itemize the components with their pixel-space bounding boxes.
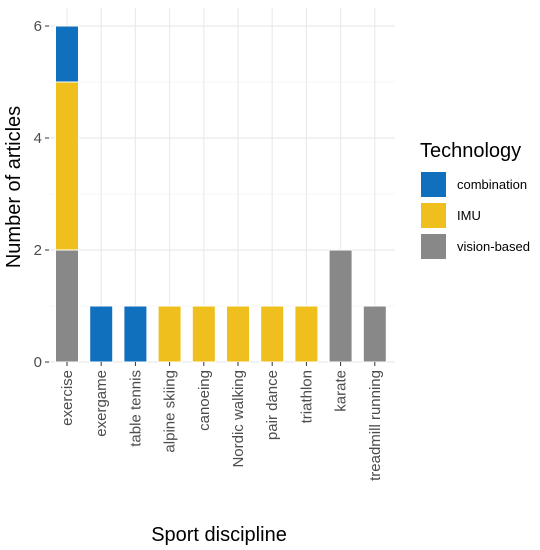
bar-vision-based [362, 305, 387, 363]
x-tick-label: treadmill running [367, 370, 384, 481]
x-tick-label: table tennis [127, 370, 144, 447]
x-tick-label: exergame [93, 370, 110, 437]
y-tick-label: 2 [34, 242, 42, 259]
x-axis: exercise exergame table tennis alpine skiin… [59, 362, 384, 481]
x-tick-label: canoeing [196, 370, 213, 431]
bar-combination [123, 305, 148, 363]
x-tick-label: triathlon [298, 370, 315, 423]
legend-title: Technology [420, 140, 521, 162]
y-tick-label: 0 [34, 354, 42, 371]
legend-swatch [421, 234, 446, 259]
legend-swatch [421, 172, 446, 197]
y-tick-label: 4 [34, 130, 42, 147]
x-tick-label: pair dance [264, 370, 281, 440]
x-axis-title: Sport discipline [151, 524, 287, 546]
bar-combination [55, 25, 79, 83]
bar-vision-based [328, 249, 353, 363]
legend-label: combination [457, 177, 527, 192]
bar-imu [226, 305, 250, 363]
y-axis-title: Number of articles [3, 106, 25, 268]
bar-imu [191, 305, 216, 363]
x-tick-label: alpine skiing [162, 370, 179, 453]
bar-vision-based [55, 249, 79, 363]
y-axis: 0 2 4 6 [34, 18, 49, 371]
legend-label: IMU [457, 208, 481, 223]
bar-combination [89, 305, 114, 363]
bar-imu [294, 305, 319, 363]
legend: Technology combination IMU vision-based [420, 140, 530, 259]
bar-imu [55, 81, 79, 251]
y-tick-label: 6 [34, 18, 42, 35]
legend-label: vision-based [457, 239, 530, 254]
bar-imu [157, 305, 182, 363]
legend-swatch [421, 203, 446, 228]
x-tick-label: karate [333, 370, 350, 412]
bar-imu [260, 305, 285, 363]
x-tick-label: Nordic walking [230, 370, 247, 468]
x-tick-label: exercise [59, 370, 76, 426]
